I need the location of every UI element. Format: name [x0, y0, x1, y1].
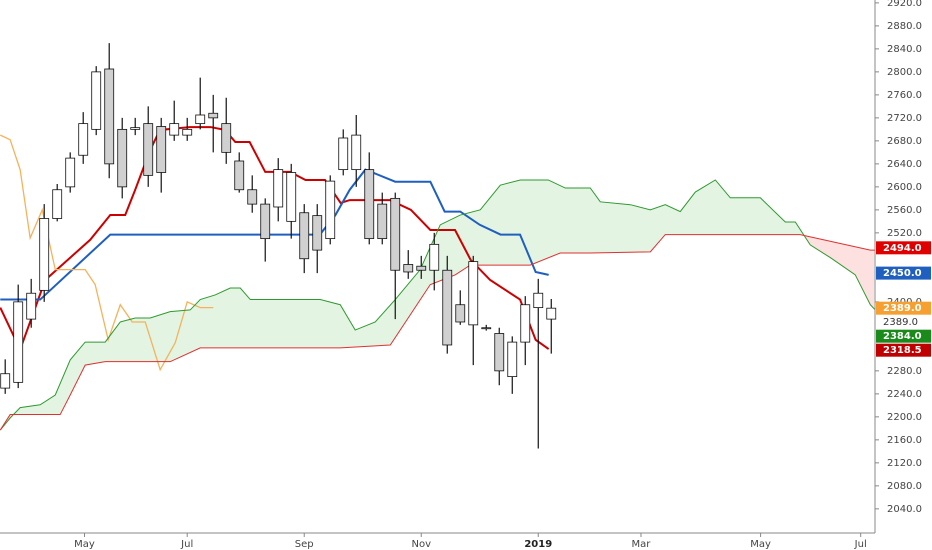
candle-body — [390, 197, 401, 271]
y-tick-label: 2920.0 — [887, 0, 922, 9]
y-tick-label: 2240.0 — [887, 389, 922, 400]
price-badge — [876, 301, 931, 315]
candle-body — [481, 327, 492, 330]
x-tick-label: Nov — [411, 539, 431, 550]
y-tick-label: 2840.0 — [887, 44, 922, 55]
plot-area — [0, 43, 875, 449]
y-tick-label: 2120.0 — [887, 458, 922, 469]
y-tick-label: 2640.0 — [887, 159, 922, 170]
candle-body — [130, 127, 141, 130]
candle-body — [26, 292, 37, 320]
candle-body — [299, 212, 310, 260]
candle-body — [364, 169, 375, 240]
indicator-line — [0, 168, 549, 301]
y-tick-label: 2520.0 — [887, 228, 922, 239]
y-tick-label: 2880.0 — [887, 21, 922, 32]
y-tick-label: 2760.0 — [887, 90, 922, 101]
cloud — [805, 235, 874, 309]
candle-body — [221, 123, 232, 153]
candle-body — [52, 189, 63, 219]
cloud — [14, 179, 806, 415]
y-tick-label: 2080.0 — [887, 481, 922, 492]
candle-body — [377, 203, 388, 240]
candle-body — [338, 137, 349, 171]
candle-body — [117, 128, 128, 188]
candle-body — [442, 269, 453, 346]
price-badge — [876, 329, 931, 343]
y-tick-label: 2600.0 — [887, 182, 922, 193]
candle-body — [416, 265, 427, 271]
candle-body — [286, 172, 297, 222]
candle-body — [403, 264, 414, 273]
x-tick-label: Sep — [295, 539, 314, 550]
price-badge-label: 2384.0 — [883, 331, 922, 342]
candle-body — [234, 160, 245, 191]
price-badge-label: 2450.0 — [883, 268, 922, 279]
candle-body — [156, 126, 167, 173]
candle-body — [312, 215, 323, 251]
candle-body — [208, 112, 219, 119]
x-tick-label: May — [750, 539, 771, 550]
candle-body — [546, 307, 557, 320]
price-badge — [876, 343, 931, 357]
x-tick-label: Mar — [632, 539, 652, 550]
candle-body — [182, 128, 193, 136]
price-badge-label: 2389.0 — [883, 303, 922, 314]
price-badge-label: 2494.0 — [883, 243, 922, 254]
candle-body — [91, 71, 102, 130]
candle-body — [520, 304, 531, 343]
candle-body — [143, 123, 154, 176]
candle-body — [507, 341, 518, 378]
x-tick-label: May — [74, 539, 95, 550]
price-badge-label: 2389.0 — [883, 317, 918, 328]
y-tick-label: 2280.0 — [887, 366, 922, 377]
candle-body — [195, 114, 206, 125]
y-tick-label: 2160.0 — [887, 435, 922, 446]
candle-body — [0, 373, 11, 389]
candle-body — [169, 123, 180, 136]
price-badge-label: 2318.5 — [883, 345, 922, 356]
candle-body — [533, 292, 544, 309]
price-badge — [876, 241, 931, 255]
candle-body — [429, 243, 440, 271]
candle-body — [494, 333, 505, 372]
candle-body — [455, 304, 466, 323]
price-badge — [876, 266, 931, 280]
y-tick-label: 2720.0 — [887, 113, 922, 124]
candle-body — [468, 261, 479, 326]
y-tick-label: 2040.0 — [887, 504, 922, 515]
y-tick-label: 2200.0 — [887, 412, 922, 423]
candle-body — [273, 169, 284, 208]
y-tick-label: 2800.0 — [887, 67, 922, 78]
y-tick-label: 2680.0 — [887, 136, 922, 147]
x-tick-label: Jul — [854, 539, 867, 550]
candle-body — [247, 189, 258, 205]
candle-body — [351, 134, 362, 171]
candle-body — [260, 203, 271, 240]
candle-body — [104, 68, 115, 165]
candle-body — [39, 218, 50, 291]
y-tick-label: 2560.0 — [887, 205, 922, 216]
x-tick-label: Jul — [180, 539, 193, 550]
candle-body — [65, 157, 76, 188]
x-tick-label: 2019 — [524, 539, 552, 550]
candle-body — [325, 180, 336, 240]
indicator-line — [0, 234, 875, 431]
candle-body — [13, 301, 24, 383]
indicator-line — [0, 134, 214, 372]
indicator-line — [0, 126, 550, 353]
candle-body — [78, 123, 89, 156]
